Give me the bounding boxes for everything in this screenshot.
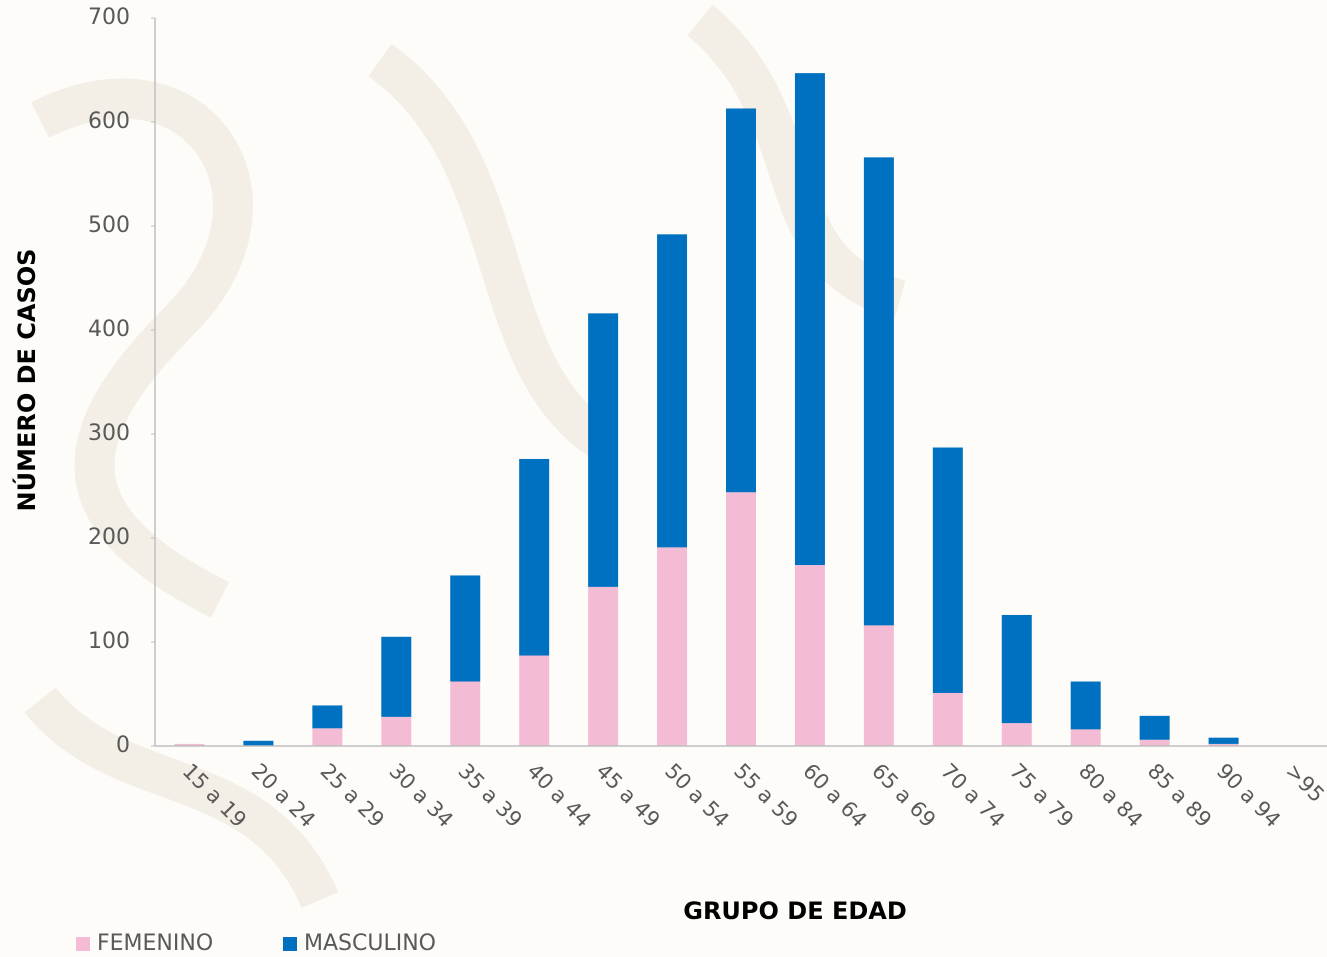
bar-segment [588,586,619,746]
bar-segment [519,655,550,746]
y-tick-label: 400 [88,317,130,342]
bar-segment [726,492,756,746]
y-tick-label: 600 [88,109,130,134]
legend-swatch [76,937,90,951]
bar-segment [1139,739,1170,746]
bar-segment [1001,723,1032,746]
bar-segment [1139,715,1170,740]
y-tick-label: 200 [88,525,130,550]
bar-segment [1070,729,1101,746]
bar-segment [243,740,274,746]
bar-segment [726,108,756,493]
y-tick-label: 700 [88,5,130,30]
y-tick-label: 0 [116,733,130,758]
x-axis-title: GRUPO DE EDAD [683,897,907,925]
bar-segment [381,636,412,717]
bar-segment [657,234,688,548]
bar-segment [863,157,894,626]
bar-segment [1208,743,1239,746]
bar-segment [794,565,825,746]
bar-segment [312,728,343,746]
y-tick-label: 100 [88,629,130,654]
y-axis-title: NÚMERO DE CASOS [11,249,41,512]
bar-segment [450,575,481,682]
bar-segment [863,625,894,746]
y-tick-label: 300 [88,421,130,446]
bar-segment [1070,681,1101,730]
bar-segment [588,313,619,587]
bar-segment [657,547,688,746]
bar-segment [519,458,550,656]
legend-swatch [283,937,297,951]
bar-segment [1001,614,1032,724]
bar-segment [932,692,963,746]
background-pattern [24,4,907,909]
legend-label: FEMENINO [97,931,213,956]
y-tick-label: 500 [88,213,130,238]
bar-segment [312,705,343,729]
bar-segment [450,681,481,746]
bar-segment [794,73,825,566]
bar-segment [1208,737,1239,744]
legend-label: MASCULINO [304,931,436,956]
bar-segment [174,743,205,746]
bar-segment [381,716,412,746]
bar-segment [932,447,963,693]
